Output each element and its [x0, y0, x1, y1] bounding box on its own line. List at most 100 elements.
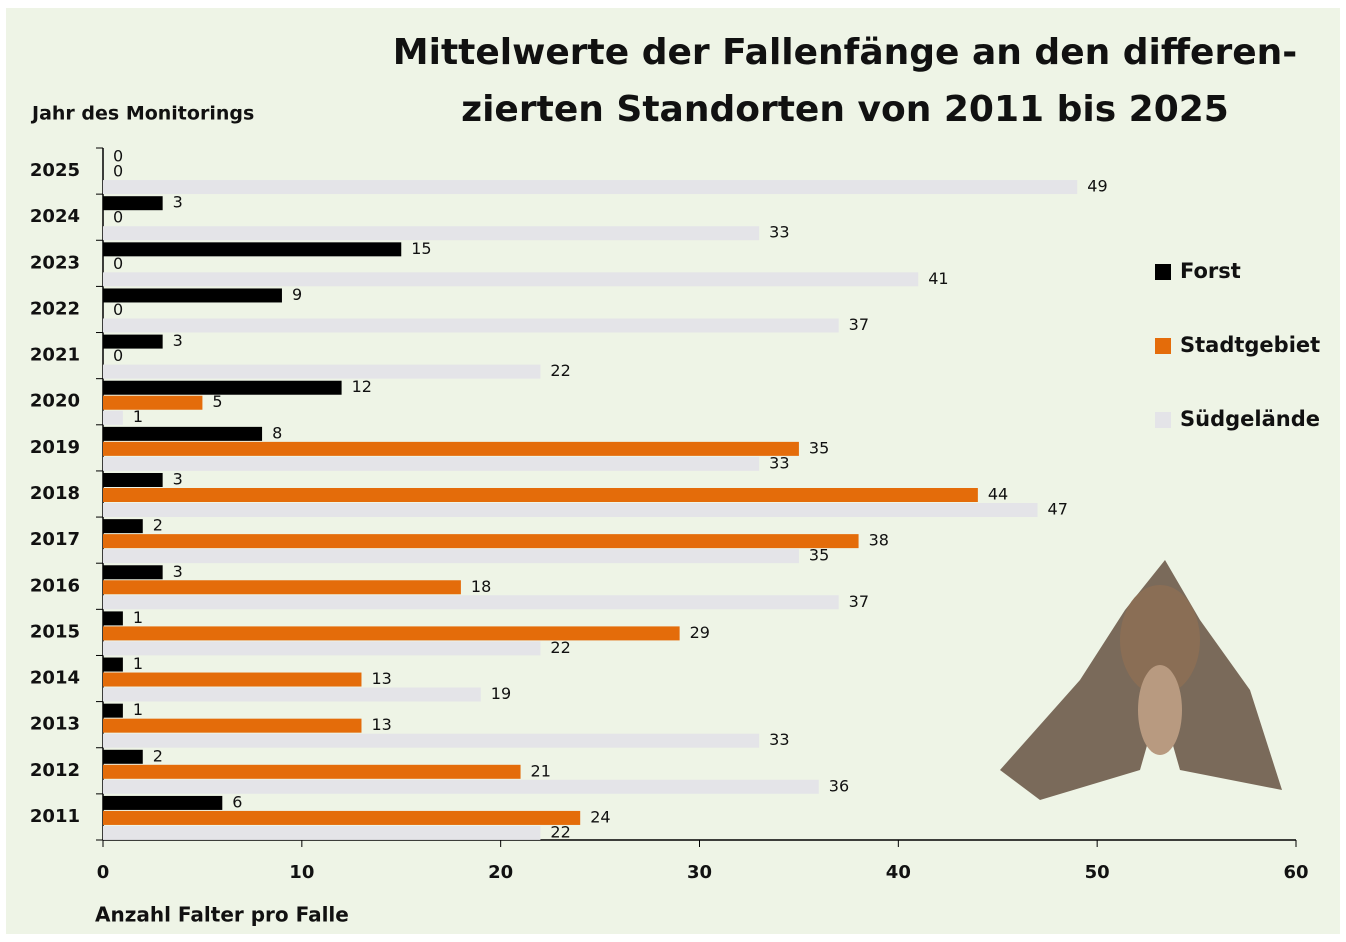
value-label: 6	[232, 792, 242, 811]
bar	[103, 796, 222, 810]
bar	[103, 242, 401, 256]
value-label: 9	[292, 285, 302, 304]
value-label: 38	[869, 531, 889, 550]
chart-title: Mittelwerte der Fallenfänge an den diffe…	[393, 32, 1297, 73]
value-label: 2	[153, 516, 163, 535]
bar	[103, 288, 282, 302]
bar	[103, 427, 262, 441]
value-label: 22	[550, 822, 570, 841]
x-tick-label: 50	[1085, 862, 1110, 883]
value-label: 36	[829, 776, 849, 795]
bar	[103, 811, 580, 825]
value-label: 22	[550, 361, 570, 380]
x-tick-label: 10	[289, 862, 314, 883]
value-label: 41	[928, 269, 948, 288]
chart-title: zierten Standorten von 2011 bis 2025	[461, 89, 1229, 130]
bar	[103, 826, 540, 840]
background	[6, 8, 1340, 934]
bar	[103, 365, 540, 379]
value-label: 3	[173, 331, 183, 350]
bar	[103, 196, 163, 210]
bar	[103, 519, 143, 533]
bar	[103, 595, 839, 609]
value-label: 0	[113, 300, 123, 319]
legend-swatch	[1155, 412, 1171, 428]
bar	[103, 534, 859, 548]
value-label: 37	[849, 592, 869, 611]
value-label: 29	[690, 623, 710, 642]
bar	[103, 549, 799, 563]
value-label: 3	[173, 470, 183, 489]
bar	[103, 580, 461, 594]
y-tick-label: 2014	[30, 668, 80, 689]
value-label: 13	[371, 715, 391, 734]
bar	[103, 734, 759, 748]
value-label: 22	[550, 638, 570, 657]
value-label: 13	[371, 669, 391, 688]
bar	[103, 611, 123, 625]
y-tick-label: 2015	[30, 621, 80, 642]
legend-label: Forst	[1180, 259, 1241, 283]
value-label: 35	[809, 546, 829, 565]
value-label: 44	[988, 485, 1008, 504]
x-tick-label: 40	[886, 862, 911, 883]
value-label: 1	[133, 700, 143, 719]
x-tick-label: 30	[687, 862, 712, 883]
value-label: 1	[133, 608, 143, 627]
bar	[103, 704, 123, 718]
value-label: 0	[113, 254, 123, 273]
value-label: 33	[769, 453, 789, 472]
bar	[103, 180, 1077, 194]
value-label: 3	[173, 562, 183, 581]
x-tick-label: 0	[97, 862, 110, 883]
legend-label: Südgelände	[1180, 407, 1320, 431]
bar	[103, 641, 540, 655]
y-tick-label: 2011	[30, 806, 80, 827]
value-label: 1	[133, 407, 143, 426]
value-label: 24	[590, 807, 610, 826]
y-tick-label: 2019	[30, 437, 80, 458]
bar	[103, 780, 819, 794]
bar	[103, 688, 481, 702]
bar	[103, 272, 918, 286]
y-tick-label: 2021	[30, 345, 80, 366]
y-tick-label: 2016	[30, 575, 80, 596]
bar	[103, 396, 202, 410]
value-label: 1	[133, 654, 143, 673]
value-label: 19	[491, 684, 511, 703]
bar	[103, 473, 163, 487]
y-tick-label: 2024	[30, 206, 80, 227]
bar	[103, 335, 163, 349]
bar	[103, 457, 759, 471]
y-tick-label: 2017	[30, 529, 80, 550]
value-label: 18	[471, 577, 491, 596]
bar	[103, 626, 680, 640]
value-label: 15	[411, 239, 431, 258]
value-label: 47	[1048, 500, 1068, 519]
y-tick-label: 2025	[30, 160, 80, 181]
value-label: 0	[113, 346, 123, 365]
chart: Mittelwerte der Fallenfänge an den diffe…	[0, 0, 1346, 938]
value-label: 35	[809, 438, 829, 457]
value-label: 37	[849, 315, 869, 334]
legend-swatch	[1155, 264, 1171, 280]
value-label: 2	[153, 746, 163, 765]
bar	[103, 503, 1038, 517]
value-label: 12	[352, 377, 372, 396]
value-label: 8	[272, 423, 282, 442]
bar	[103, 488, 978, 502]
value-label: 5	[212, 392, 222, 411]
x-axis-label: Anzahl Falter pro Falle	[95, 903, 349, 927]
value-label: 3	[173, 193, 183, 212]
y-tick-label: 2013	[30, 714, 80, 735]
legend-label: Stadtgebiet	[1180, 333, 1320, 357]
value-label: 49	[1087, 177, 1107, 196]
value-label: 33	[769, 223, 789, 242]
value-label: 0	[113, 208, 123, 227]
x-tick-label: 60	[1283, 862, 1308, 883]
y-tick-label: 2023	[30, 252, 80, 273]
value-label: 0	[113, 162, 123, 181]
bar	[103, 750, 143, 764]
bar	[103, 226, 759, 240]
bar	[103, 318, 839, 332]
